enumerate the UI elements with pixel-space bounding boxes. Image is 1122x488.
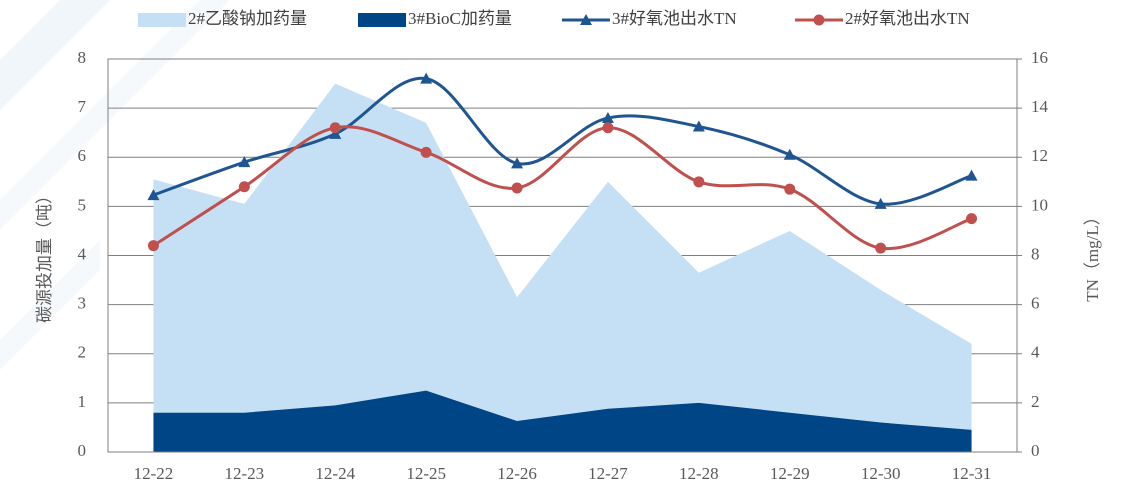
y2-tick-label: 6 bbox=[1031, 294, 1040, 313]
y-tick-label: 1 bbox=[78, 392, 87, 411]
marker bbox=[813, 14, 825, 26]
marker bbox=[511, 157, 524, 169]
marker bbox=[580, 14, 592, 25]
marker bbox=[420, 146, 432, 158]
marker bbox=[874, 197, 887, 209]
legend-label: 3#BioC加药量 bbox=[408, 9, 512, 28]
area bbox=[153, 390, 972, 452]
marker bbox=[238, 156, 251, 168]
marker bbox=[329, 127, 342, 139]
y-tick-label: 7 bbox=[78, 97, 87, 116]
y-tick-label: 2 bbox=[78, 343, 87, 362]
legend-label: 2#乙酸钠加药量 bbox=[188, 9, 307, 28]
marker bbox=[965, 169, 978, 181]
marker bbox=[692, 120, 705, 132]
legend: 2#乙酸钠加药量 3#BioC加药量 3#好氧池出水TN 2#好氧池出水TN bbox=[138, 9, 970, 28]
x-tick-label: 12-30 bbox=[861, 464, 901, 483]
y-tick-label: 0 bbox=[78, 441, 87, 460]
x-tick-label: 12-27 bbox=[588, 464, 628, 483]
x-tick-label: 12-29 bbox=[770, 464, 810, 483]
y-tick-label: 6 bbox=[78, 146, 87, 165]
y2-tick-label: 12 bbox=[1031, 146, 1048, 165]
y-axis-label: 碳源投加量（吨） bbox=[35, 187, 54, 323]
marker bbox=[601, 111, 614, 123]
x-tick-label: 12-22 bbox=[134, 464, 174, 483]
marker bbox=[602, 122, 614, 134]
area bbox=[153, 83, 972, 452]
marker bbox=[420, 72, 433, 84]
legend-label: 3#好氧池出水TN bbox=[612, 9, 737, 28]
y2-tick-label: 2 bbox=[1031, 392, 1040, 411]
y-tick-label: 5 bbox=[78, 195, 87, 214]
background-stripes bbox=[0, 0, 230, 370]
x-tick-label: 12-25 bbox=[406, 464, 446, 483]
x-tick-label: 12-31 bbox=[952, 464, 992, 483]
y2-axis-label: TN（mg/L） bbox=[1083, 208, 1102, 302]
x-tick-label: 12-23 bbox=[225, 464, 265, 483]
marker bbox=[329, 122, 341, 134]
y2-tick-label: 8 bbox=[1031, 244, 1040, 263]
y2-tick-label: 10 bbox=[1031, 195, 1048, 214]
marker bbox=[147, 240, 159, 252]
legend-label: 2#好氧池出水TN bbox=[845, 9, 970, 28]
legend-swatch bbox=[358, 13, 406, 27]
marker bbox=[783, 148, 796, 160]
marker bbox=[966, 213, 978, 225]
y-tick-label: 4 bbox=[78, 244, 87, 263]
y-tick-label: 8 bbox=[78, 48, 87, 67]
marker bbox=[511, 182, 523, 194]
x-tick-label: 12-24 bbox=[315, 464, 355, 483]
y2-tick-label: 16 bbox=[1031, 48, 1048, 67]
marker bbox=[693, 176, 705, 188]
y2-tick-label: 0 bbox=[1031, 441, 1040, 460]
marker bbox=[147, 189, 160, 201]
marker bbox=[238, 181, 250, 193]
x-tick-label: 12-26 bbox=[497, 464, 537, 483]
y2-tick-label: 14 bbox=[1031, 97, 1049, 116]
y2-tick-label: 4 bbox=[1031, 343, 1040, 362]
y-tick-label: 3 bbox=[78, 294, 87, 313]
legend-swatch bbox=[138, 13, 186, 27]
x-tick-label: 12-28 bbox=[679, 464, 719, 483]
marker bbox=[875, 242, 887, 254]
marker bbox=[784, 183, 796, 195]
plot-border bbox=[107, 58, 1018, 453]
line bbox=[152, 125, 973, 251]
